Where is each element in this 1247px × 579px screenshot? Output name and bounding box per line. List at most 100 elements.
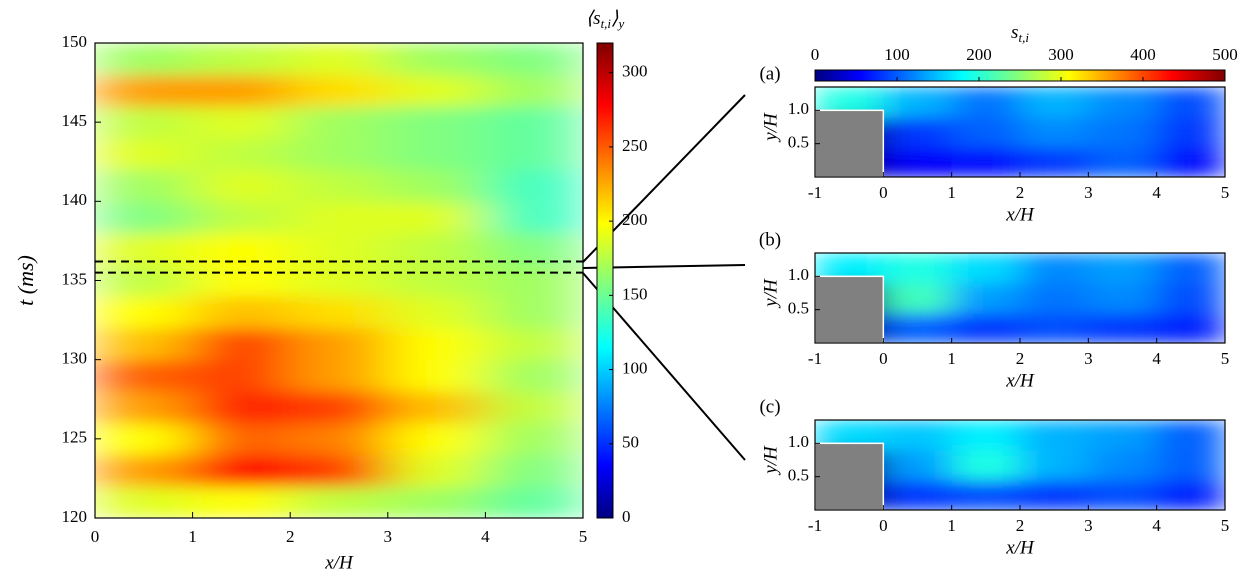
obstacle xyxy=(814,442,885,511)
heatmap-cell xyxy=(290,454,389,487)
heatmap-cell xyxy=(95,391,194,424)
heatmap-cell xyxy=(192,296,291,329)
colorbar-tick-label: 500 xyxy=(1212,45,1238,64)
field-cell xyxy=(1156,147,1225,177)
field-cell xyxy=(883,480,953,510)
field-cell xyxy=(883,87,953,118)
heatmap-cell xyxy=(192,138,291,171)
heatmap-cell xyxy=(95,138,194,171)
colorbar xyxy=(596,42,614,519)
heatmap-cell xyxy=(485,74,583,107)
field-cell xyxy=(1020,283,1089,314)
heatmap-cell xyxy=(95,43,194,76)
obstacle xyxy=(814,109,885,178)
x-tick-label: 3 xyxy=(1084,183,1093,202)
field-cell xyxy=(1088,117,1158,148)
field-cell xyxy=(1088,420,1158,451)
x-tick-label: 2 xyxy=(1016,516,1025,535)
heatmap-cell xyxy=(485,43,583,76)
heatmap-cell xyxy=(95,486,194,518)
colorbar-tick-label: 150 xyxy=(622,284,648,303)
x-tick-label: 1 xyxy=(947,516,956,535)
field-cell xyxy=(1156,87,1225,118)
y-tick-label: 140 xyxy=(62,190,88,209)
field-cell xyxy=(951,117,1021,148)
y-tick-label: 130 xyxy=(62,349,88,368)
field-cell xyxy=(883,283,953,314)
y-tick-label: 0.5 xyxy=(788,466,809,485)
heatmap-cell xyxy=(387,423,486,456)
y-tick-label: 1.0 xyxy=(788,265,809,284)
x-tick-label: 5 xyxy=(1221,183,1230,202)
heatmap-cell xyxy=(387,201,486,234)
heatmap-cells xyxy=(95,43,583,518)
x-tick-label: 4 xyxy=(1152,349,1161,368)
y-axis-label: y/H xyxy=(760,112,781,143)
colorbar-tick-label: 50 xyxy=(622,433,639,452)
field-cell xyxy=(1020,420,1089,451)
heatmap-cell xyxy=(192,391,291,424)
heatmap-cell xyxy=(192,486,291,518)
x-tick-label: 4 xyxy=(481,527,490,546)
heatmap-cell xyxy=(95,454,194,487)
heatmap-cell xyxy=(95,328,194,361)
colorbar-tick-label: 250 xyxy=(622,136,648,155)
label-part: s xyxy=(1011,22,1018,43)
colorbar-tick-label: 0 xyxy=(622,507,631,526)
panel-label: (b) xyxy=(759,229,781,250)
heatmap-cell xyxy=(290,359,389,392)
field-cell xyxy=(1156,117,1225,148)
label-part: t,i xyxy=(1018,30,1029,45)
heatmap-cell xyxy=(387,359,486,392)
heatmap-cell xyxy=(387,169,486,202)
colorbar-tick-label: 200 xyxy=(966,45,992,64)
field-cell xyxy=(1020,117,1089,148)
heatmap-cell xyxy=(485,296,583,329)
heatmap-cell xyxy=(192,169,291,202)
heatmap-cell xyxy=(290,106,389,139)
heatmap-cell xyxy=(290,486,389,518)
heatmap-cell xyxy=(485,201,583,234)
x-axis-label: x/H xyxy=(1005,537,1035,558)
y-tick-label: 0.5 xyxy=(788,133,809,152)
field-cell xyxy=(1088,450,1158,481)
heatmap-cell xyxy=(192,74,291,107)
panel-field xyxy=(815,253,1225,343)
x-tick-label: 4 xyxy=(1152,516,1161,535)
heatmap-cell xyxy=(387,74,486,107)
heatmap-cell xyxy=(95,264,194,297)
heatmap-cell xyxy=(387,233,486,266)
heatmap-cell xyxy=(290,74,389,107)
heatmap-cell xyxy=(95,296,194,329)
heatmap-cell xyxy=(95,169,194,202)
x-tick-label: 0 xyxy=(879,183,888,202)
y-axis-label: y/H xyxy=(760,278,781,309)
y-tick-label: 135 xyxy=(62,269,88,288)
x-tick-label: 0 xyxy=(879,349,888,368)
heatmap-cell xyxy=(290,391,389,424)
field-cell xyxy=(951,283,1021,314)
field-cell xyxy=(951,450,1021,481)
field-cell xyxy=(1020,147,1089,177)
colorbar-tick-label: 400 xyxy=(1130,45,1156,64)
field-cell xyxy=(951,420,1021,451)
panel-label: (a) xyxy=(759,63,780,84)
colorbar-label: ⟨st,i⟩y xyxy=(586,8,625,31)
heatmap-cell xyxy=(485,454,583,487)
y-tick-label: 1.0 xyxy=(788,432,809,451)
y-tick-label: 0.5 xyxy=(788,299,809,318)
x-tick-label: -1 xyxy=(808,349,822,368)
x-tick-label: 3 xyxy=(1084,349,1093,368)
field-cell xyxy=(951,87,1021,118)
heatmap-cell xyxy=(192,201,291,234)
heatmap-cell xyxy=(192,454,291,487)
heatmap-cell xyxy=(95,106,194,139)
x-tick-label: 2 xyxy=(1016,183,1025,202)
x-tick-label: 1 xyxy=(947,349,956,368)
heatmap-cell xyxy=(290,264,389,297)
x-tick-label: 5 xyxy=(579,527,588,546)
heatmap-cell xyxy=(290,138,389,171)
label-part: ⟨s xyxy=(586,8,601,29)
label-part: ⟩ xyxy=(611,8,619,29)
colorbar-tick-label: 300 xyxy=(1048,45,1074,64)
